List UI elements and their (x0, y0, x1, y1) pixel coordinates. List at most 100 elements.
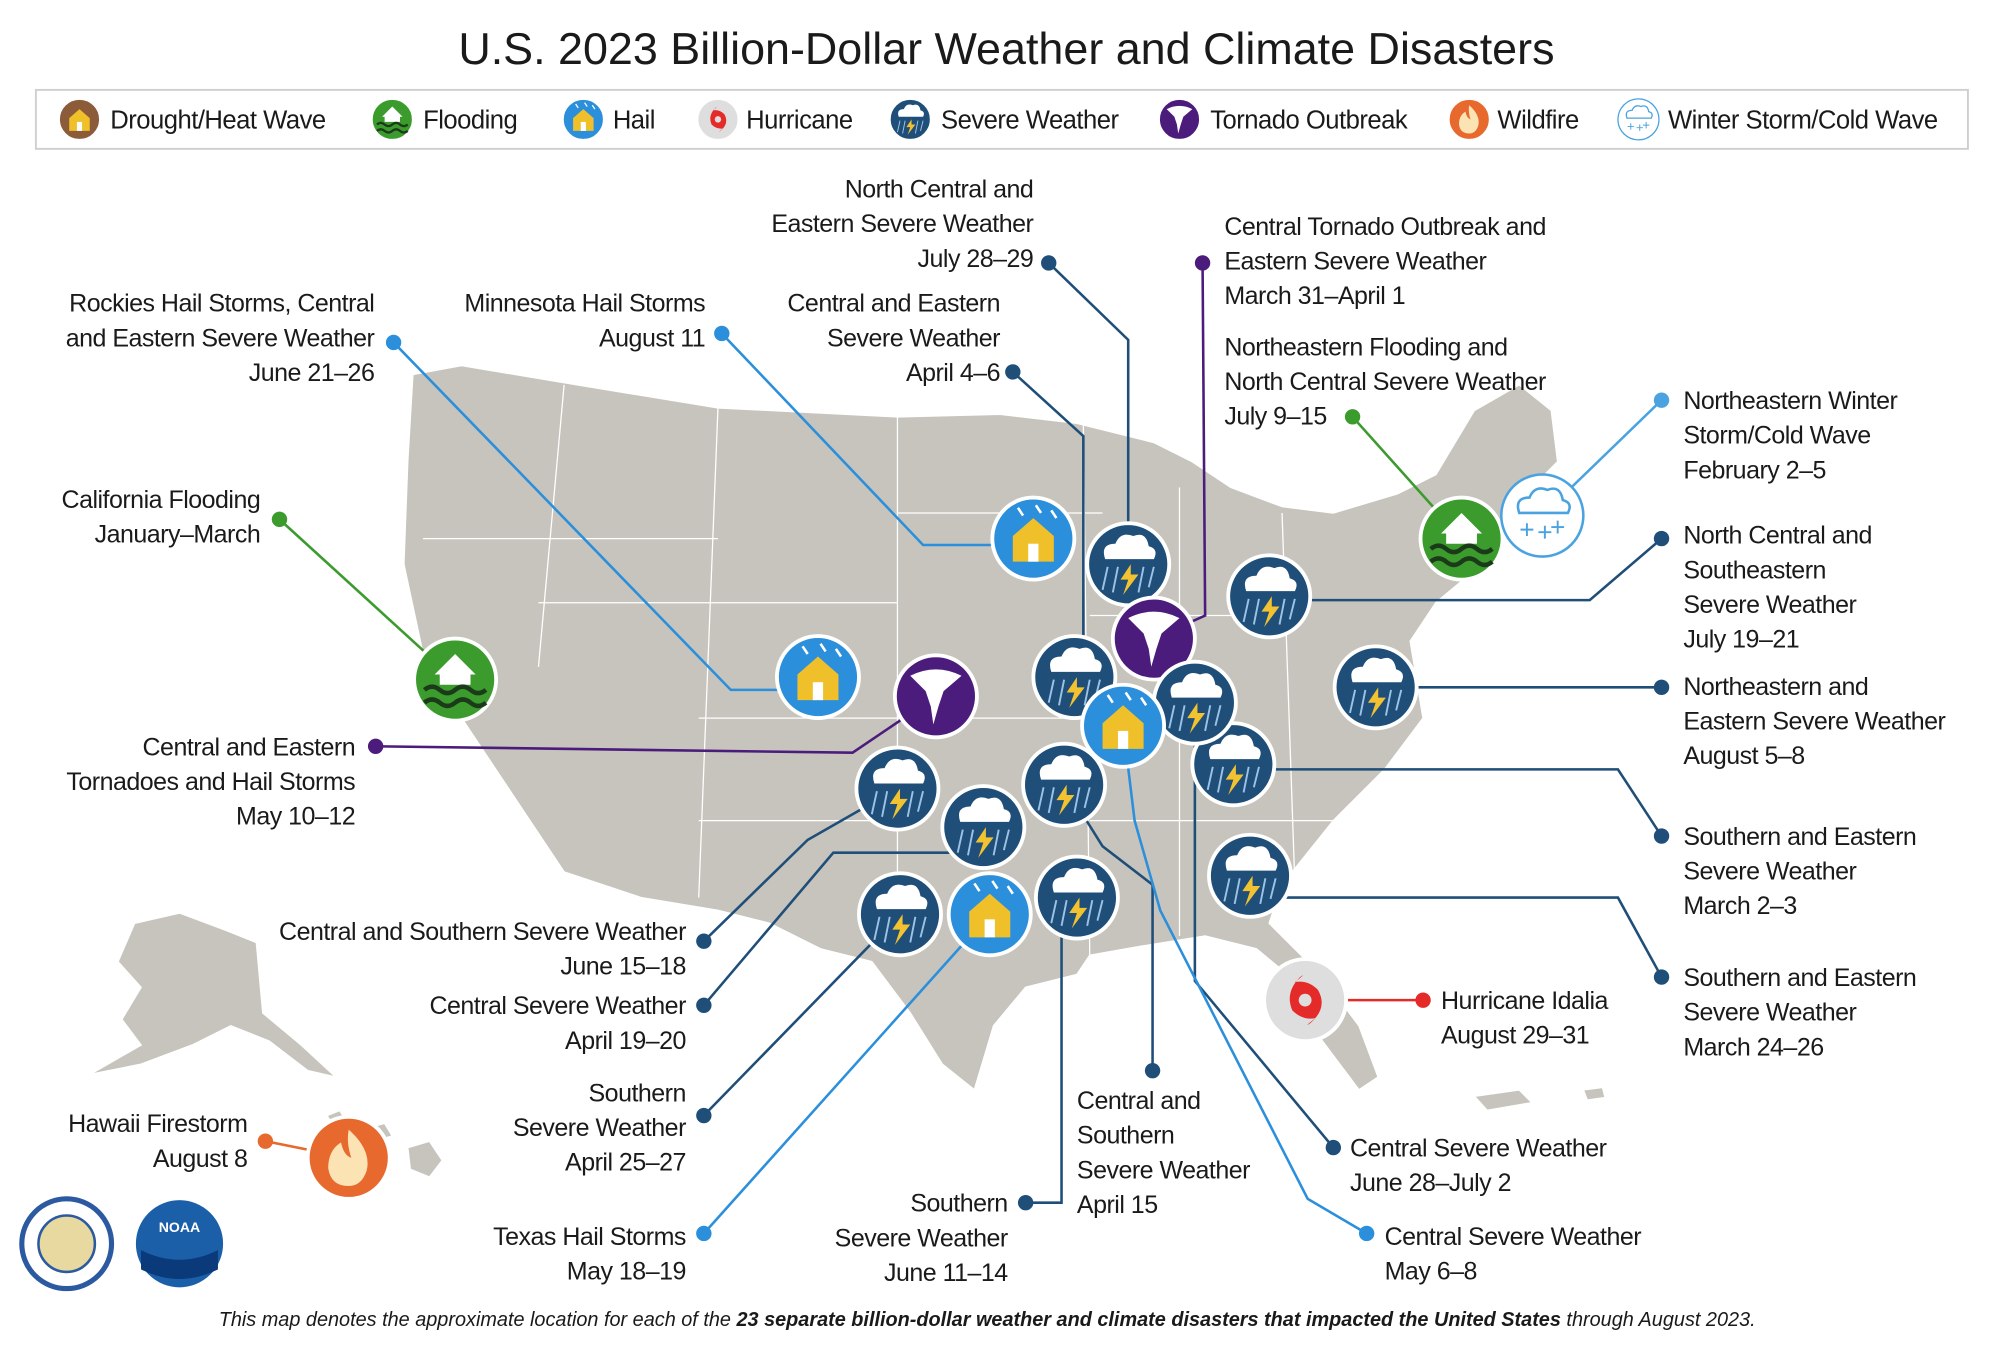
icon-funnel (910, 669, 962, 725)
icon-hailstones (1016, 504, 1058, 519)
icon-door (76, 121, 83, 131)
icon-house (797, 656, 839, 701)
event-label: Southeastern (1683, 556, 1826, 584)
event-label: April 25–27 (565, 1149, 686, 1177)
event-label: Northeastern and (1683, 673, 1868, 701)
icon-waves (376, 121, 409, 134)
event-labels: North Central and Eastern Severe Weather J… (62, 176, 1947, 1287)
icon-cloud (1052, 867, 1105, 893)
footnote-text: This map denotes the approximate locatio… (219, 1309, 737, 1331)
event-label: Central and Eastern (143, 733, 356, 761)
icon-flame (328, 1129, 368, 1187)
event-label: and Eastern Severe Weather (66, 324, 375, 352)
event-label: Hawaii Firestorm (68, 1110, 247, 1138)
icon-sev (1085, 521, 1172, 608)
icon-bolt (889, 788, 908, 820)
icon-house (1102, 705, 1144, 749)
event-label: Severe Weather (1683, 591, 1856, 619)
connector-dot (1653, 392, 1670, 408)
icon-waves (422, 684, 488, 709)
legend-label: Flooding (423, 106, 517, 134)
connector-line (1011, 370, 1085, 678)
event-label: North Central and (845, 176, 1034, 204)
icon-cloud (1208, 734, 1261, 760)
icon-rain (896, 120, 924, 134)
event-label: August 29–31 (1441, 1022, 1589, 1050)
event-label: July 28–29 (918, 245, 1034, 273)
caribbean (1472, 1086, 1607, 1112)
icon-fire (305, 1114, 392, 1201)
event-icons (305, 473, 1585, 1201)
connector-dot (1653, 828, 1670, 844)
icon-cloud (1170, 673, 1223, 698)
connector-line (1250, 896, 1663, 978)
icon-eye (1298, 993, 1312, 1007)
event-label: Rockies Hail Storms, Central (69, 290, 374, 318)
icon-sev (1033, 854, 1120, 941)
icon-dro (58, 97, 101, 141)
icon-rain (1101, 566, 1155, 593)
legend-label: Wildfire (1497, 106, 1579, 134)
event-label: Eastern Severe Weather (1683, 708, 1945, 736)
icon-bolt (906, 119, 916, 135)
event-label: Storm/Cold Wave (1683, 422, 1870, 450)
event-label: Southern (910, 1190, 1007, 1218)
event-label: Northeastern Flooding and (1224, 333, 1507, 361)
icon-hailstones (801, 643, 843, 658)
event-label: North Central Severe Weather (1224, 368, 1546, 396)
icon-rain (1050, 899, 1104, 926)
icon-bolt (1367, 687, 1386, 719)
event-label: March 31–April 1 (1224, 282, 1405, 310)
event-label: Severe Weather (513, 1114, 686, 1142)
connector-line (1269, 537, 1663, 602)
event-label: May 6–8 (1385, 1258, 1477, 1286)
event-label: Central Tornado Outbreak and (1224, 213, 1546, 241)
icon-win (1500, 473, 1585, 558)
connector-dot (385, 334, 402, 351)
event-label: July 9–15 (1224, 403, 1326, 431)
icon-hail (990, 495, 1077, 582)
icon-funnel (1166, 105, 1193, 134)
icon-cloud (1050, 647, 1102, 672)
event-label: Central Severe Weather (429, 992, 686, 1020)
icon-hailstones (973, 880, 1014, 895)
connector-dot (1017, 1195, 1034, 1211)
icon-tor (1158, 97, 1201, 141)
icon-cloud (875, 884, 928, 910)
icon-snow (1627, 121, 1650, 131)
icon-hail (946, 871, 1033, 958)
event-label: Eastern Severe Weather (1224, 247, 1486, 275)
event-label: June 11–14 (884, 1259, 1008, 1287)
icon-sev (1021, 741, 1108, 828)
event-label: June 15–18 (560, 953, 686, 981)
commerce-logo-seal (37, 1214, 97, 1274)
connector-dot (1041, 255, 1057, 271)
icon-flame (1458, 105, 1479, 134)
icon-rain (1037, 787, 1091, 814)
icon-waves (1429, 543, 1494, 568)
icon-cloud (898, 104, 924, 117)
event-label: March 2–3 (1683, 892, 1797, 920)
icon-sev (1332, 644, 1419, 731)
icon-funnel (1128, 611, 1180, 667)
icon-bolt (1120, 564, 1139, 596)
event-label: California Flooding (62, 486, 261, 514)
event-label: August 11 (599, 324, 705, 352)
title: U.S. 2023 Billion-Dollar Weather and Cli… (458, 23, 1554, 74)
event-label: Central and (1077, 1087, 1201, 1115)
event-label: Southern and Eastern (1683, 823, 1916, 851)
icon-sev (854, 745, 941, 832)
icon-cloud (1225, 846, 1278, 871)
event-label: Texas Hail Storms (493, 1223, 686, 1251)
event-label: Severe Weather (1683, 858, 1856, 886)
connector-dot (1325, 1139, 1342, 1156)
icon-cloud (1516, 487, 1571, 515)
icon-rain (870, 790, 925, 817)
legend-label: Hail (613, 106, 655, 134)
event-label: April 19–20 (565, 1027, 686, 1055)
icon-rain (1168, 705, 1222, 732)
event-label: January–March (95, 520, 261, 548)
icon-eye (714, 116, 722, 123)
icon-tor (1110, 595, 1197, 682)
icon-door (812, 682, 824, 701)
